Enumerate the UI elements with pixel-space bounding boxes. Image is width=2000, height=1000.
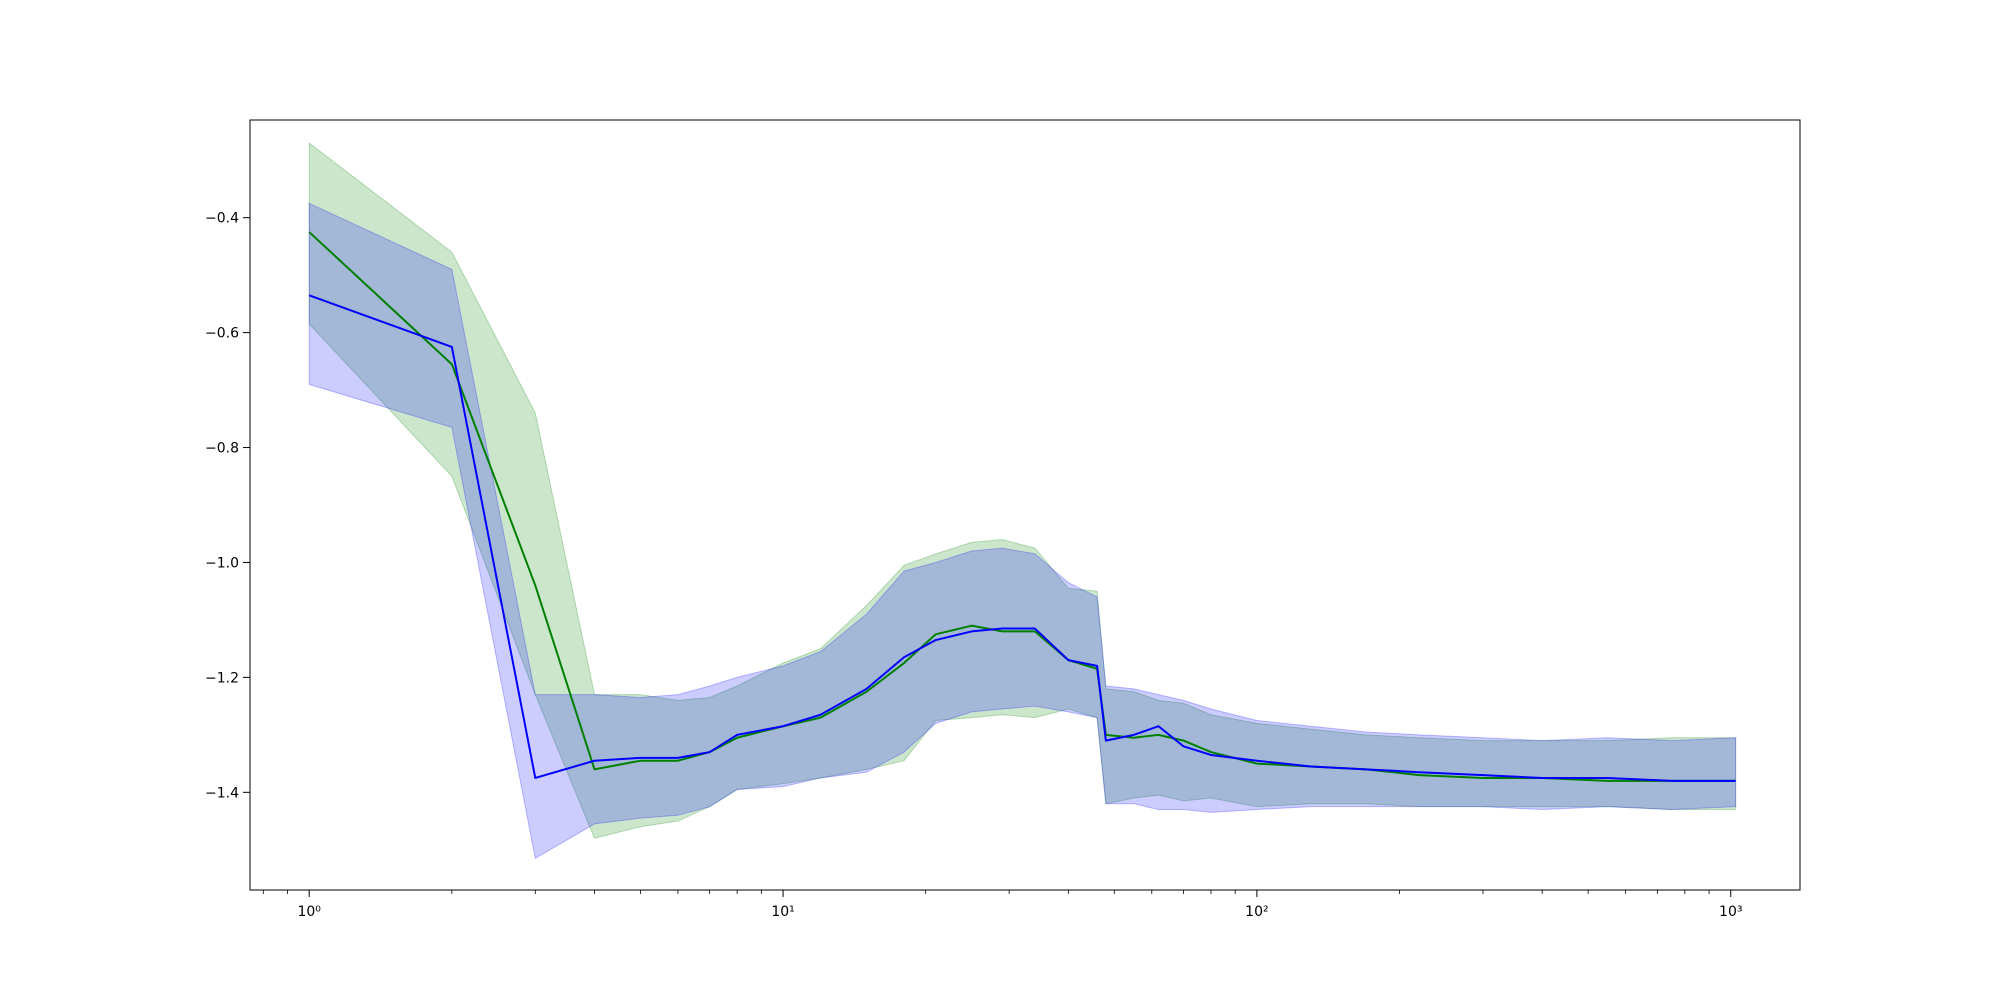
- y-tick-label: −0.8: [205, 441, 239, 457]
- x-tick-label: 10³: [1719, 904, 1742, 920]
- x-axis: 10⁰ 10¹ 10² 10³: [262, 890, 1742, 920]
- axes-frame: [249, 119, 1801, 891]
- y-axis: −0.4 −0.6 −0.8 −1.0 −1.2 −1.4: [205, 211, 250, 801]
- series-1-line: [308, 231, 1736, 782]
- y-tick-label: −1.0: [205, 555, 239, 571]
- x-tick-label: 10²: [1245, 904, 1268, 920]
- x-tick-label: 10¹: [771, 904, 794, 920]
- series-1-band: [308, 141, 1737, 839]
- y-tick-label: −1.4: [205, 785, 239, 801]
- series-2-line: [308, 294, 1736, 782]
- y-tick-label: −0.4: [205, 211, 239, 227]
- y-tick-label: −0.6: [205, 326, 239, 342]
- y-tick-label: −1.2: [205, 670, 239, 686]
- x-tick-label: 10⁰: [297, 904, 321, 920]
- series-2-band: [308, 202, 1737, 860]
- plot-area: [308, 141, 1737, 860]
